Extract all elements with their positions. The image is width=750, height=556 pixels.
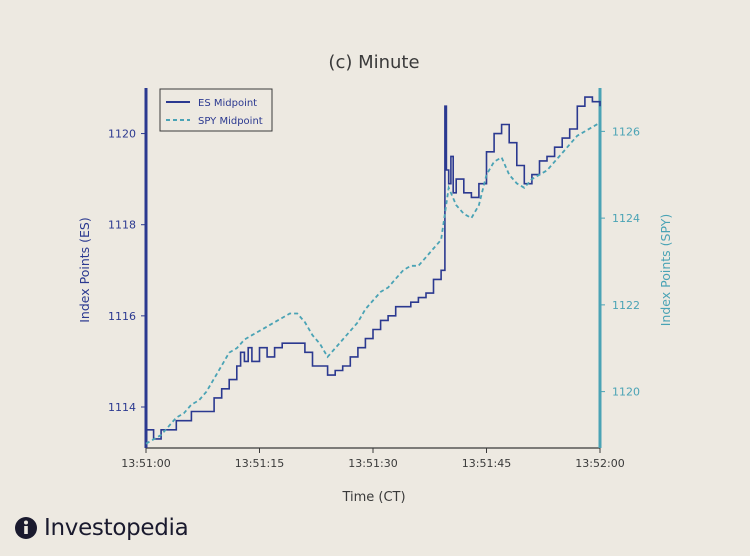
investopedia-logo: Investopedia: [14, 515, 189, 541]
y-left-tick-label: 1116: [108, 310, 136, 323]
y-left-tick-label: 1114: [108, 401, 136, 414]
legend-box: [159, 88, 273, 132]
x-tick-label: 13:51:00: [121, 457, 170, 470]
y-left-tick-label: 1120: [108, 128, 136, 141]
x-tick-label: 13:51:30: [348, 457, 397, 470]
y-right-tick-label: 1120: [612, 386, 640, 399]
series-es-midpoint-line: [146, 96, 601, 440]
chart-title: (c) Minute: [328, 52, 419, 73]
brand-name: Investopedia: [44, 515, 189, 541]
y-axis-label-right: Index Points (SPY): [658, 214, 673, 327]
y-right-tick-label: 1122: [612, 299, 640, 312]
x-tick-label: 13:51:45: [462, 457, 511, 470]
plot-area: 13:51:00 13:51:15 13:51:30 13:51:45 13:52:00…: [108, 88, 640, 470]
y-right-tick-label: 1124: [612, 212, 640, 225]
y-left-tick-label: 1118: [108, 219, 136, 232]
y-right-tick-label: 1126: [612, 125, 640, 138]
series-spy-midpoint-line: [145, 121, 601, 445]
y-axis-label-left: Index Points (ES): [77, 217, 92, 323]
x-tick-label: 13:52:00: [575, 457, 624, 470]
legend-es-label: ES Midpoint: [198, 98, 257, 109]
legend: ES Midpoint SPY Midpoint: [159, 88, 273, 132]
x-axis-label: Time (CT): [341, 490, 405, 505]
investopedia-logo-icon: [15, 517, 37, 539]
x-tick-label: 13:51:15: [235, 457, 284, 470]
legend-spy-label: SPY Midpoint: [198, 116, 263, 127]
